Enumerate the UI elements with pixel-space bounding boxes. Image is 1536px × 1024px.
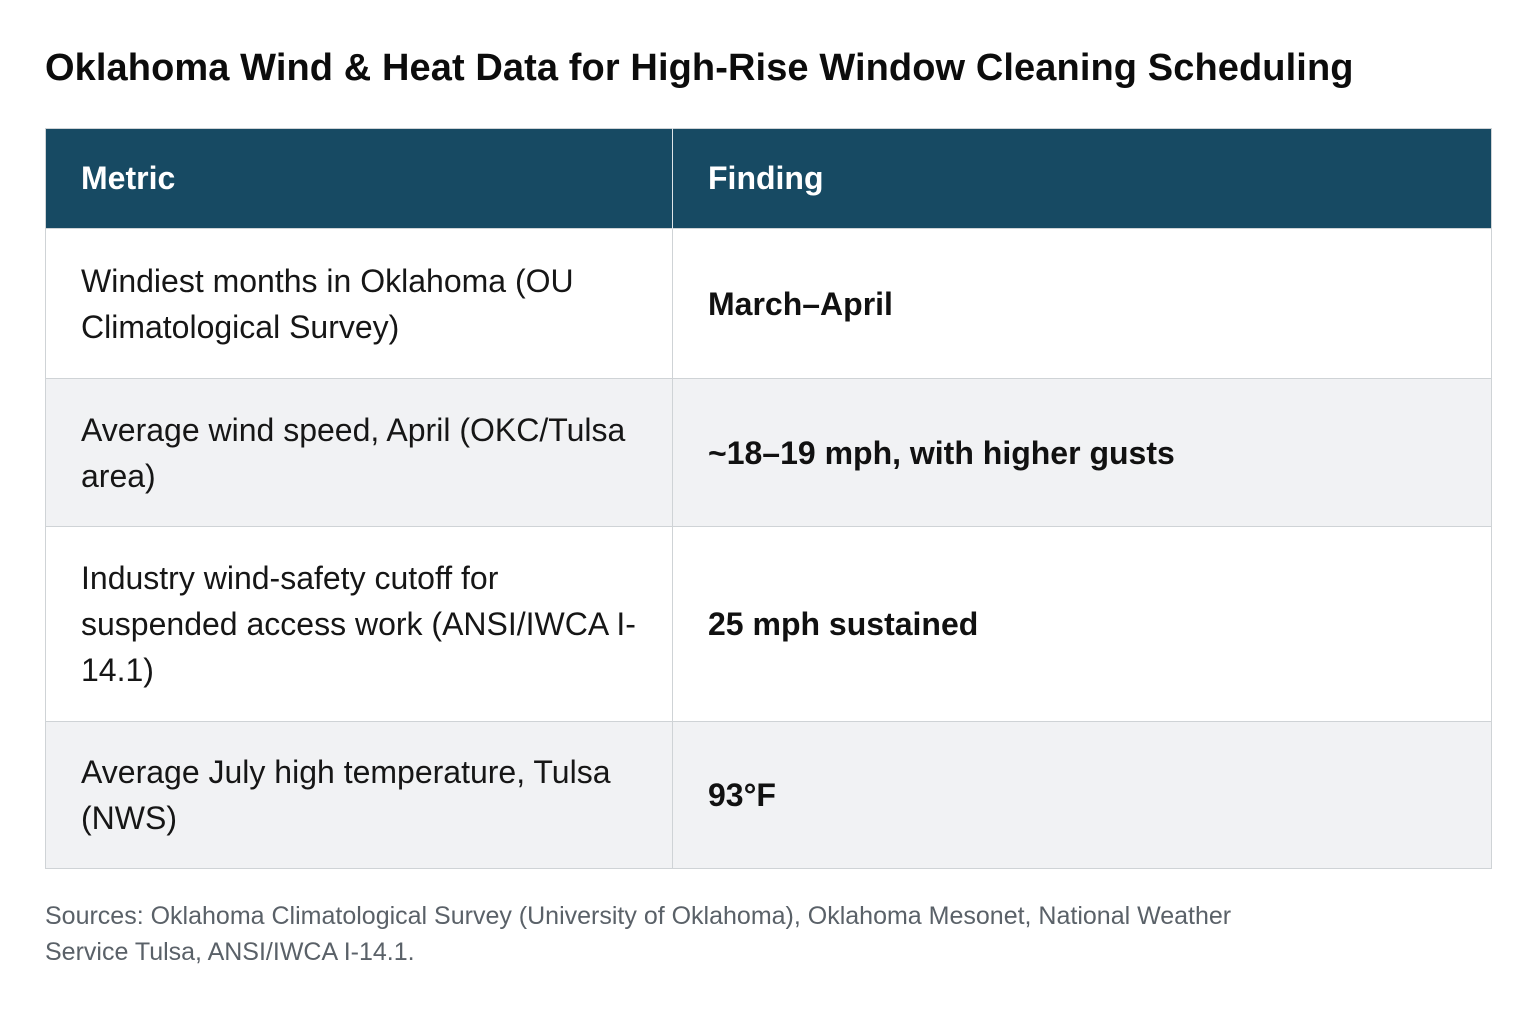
metric-column-header: Metric — [45, 128, 673, 229]
table-row: Average July high temperature, Tulsa (NW… — [45, 721, 1492, 869]
sources-note: Sources: Oklahoma Climatological Survey … — [45, 902, 1232, 966]
table-header-row: Metric Finding — [45, 128, 1492, 229]
finding-cell: ~18–19 mph, with higher gusts — [672, 378, 1492, 527]
metric-cell: Average wind speed, April (OKC/Tulsa are… — [45, 378, 673, 527]
metric-cell: Industry wind-safety cutoff for suspende… — [45, 526, 673, 722]
metric-cell: Average July high temperature, Tulsa (NW… — [45, 721, 673, 869]
finding-cell: 93°F — [672, 721, 1492, 869]
finding-cell: March–April — [672, 228, 1492, 379]
wind-heat-data-table: Metric Finding Windiest months in Oklaho… — [45, 128, 1492, 869]
table-row: Industry wind-safety cutoff for suspende… — [45, 526, 1492, 722]
finding-column-header: Finding — [672, 128, 1492, 229]
metric-cell: Windiest months in Oklahoma (OU Climatol… — [45, 228, 673, 379]
finding-cell: 25 mph sustained — [672, 526, 1492, 722]
table-body: Windiest months in Oklahoma (OU Climatol… — [45, 228, 1492, 869]
table-row: Average wind speed, April (OKC/Tulsa are… — [45, 378, 1492, 527]
page-title: Oklahoma Wind & Heat Data for High-Rise … — [45, 47, 1354, 89]
table-row: Windiest months in Oklahoma (OU Climatol… — [45, 228, 1492, 379]
table-header: Metric Finding — [45, 128, 1492, 229]
